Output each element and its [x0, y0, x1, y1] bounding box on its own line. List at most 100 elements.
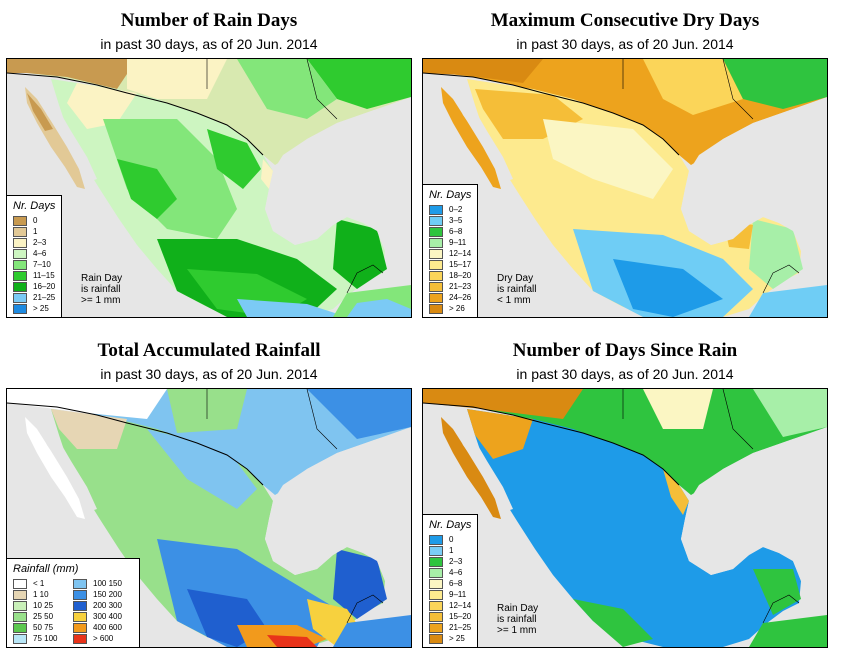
note-rain-day: Rain Day is rainfall >= 1 mm	[497, 603, 539, 636]
legend-item: > 25	[13, 303, 55, 314]
legend-item: 3–5	[429, 215, 471, 226]
legend-swatch	[73, 622, 87, 633]
panel-rain-days: Number of Rain Days in past 30 days, as …	[4, 0, 414, 320]
panel-title: Number of Rain Days	[120, 10, 298, 31]
legend-item: 75 100	[13, 633, 65, 644]
legend-item: 2–3	[13, 237, 55, 248]
legend-swatch	[429, 589, 443, 600]
legend-item: 4–6	[13, 248, 55, 259]
legend-item: 0–2	[429, 204, 471, 215]
legend-item: 1	[13, 226, 55, 237]
note-rain-day: Rain Day is rainfall >= 1 mm	[81, 273, 123, 306]
legend-days-since-rain: Nr. Days 0 1 2–3 4–6 6–8 9–11 12–14 15–2…	[423, 514, 479, 647]
legend-item: 0	[13, 215, 55, 226]
legend-item: 12–14	[429, 600, 471, 611]
legend-item: 50 75	[13, 622, 65, 633]
legend-swatch	[13, 303, 27, 314]
legend-item: 10 25	[13, 600, 65, 611]
legend-swatch	[429, 611, 443, 622]
panel-days-since-rain: Number of Days Since Rain in past 30 day…	[420, 330, 830, 650]
legend-item: 300 400	[73, 611, 125, 622]
legend-title: Nr. Days	[429, 189, 472, 201]
legend-swatch	[73, 578, 87, 589]
legend-item: 11–15	[13, 270, 55, 281]
legend-swatch	[429, 237, 443, 248]
legend-item: 15–17	[429, 259, 471, 270]
legend-swatch	[429, 534, 443, 545]
map-rain-days: Nr. Days 0 1 2–3 4–6 7–10 11–15 16–20 21…	[6, 58, 412, 318]
legend-swatch	[13, 589, 27, 600]
legend-swatch	[429, 633, 443, 644]
legend-swatch	[429, 600, 443, 611]
legend-swatch	[13, 622, 27, 633]
legend-item: 12–14	[429, 248, 471, 259]
legend-item: 21–25	[429, 622, 471, 633]
panel-title: Number of Days Since Rain	[512, 340, 738, 361]
legend-item: 7–10	[13, 259, 55, 270]
legend-swatch	[429, 204, 443, 215]
legend-swatch	[73, 611, 87, 622]
note-dry-day: Dry Day is rainfall < 1 mm	[497, 273, 537, 306]
legend-item: 150 200	[73, 589, 125, 600]
legend-item: 6–8	[429, 578, 471, 589]
legend-swatch	[429, 545, 443, 556]
panel-total-rainfall: Total Accumulated Rainfall in past 30 da…	[4, 330, 414, 650]
legend-swatch	[13, 248, 27, 259]
legend-swatch	[429, 248, 443, 259]
legend-title: Rainfall (mm)	[13, 563, 79, 575]
legend-item: 18–20	[429, 270, 471, 281]
legend-swatch	[73, 633, 87, 644]
panel-title: Total Accumulated Rainfall	[97, 340, 321, 361]
panel-subtitle: in past 30 days, as of 20 Jun. 2014	[100, 36, 318, 52]
legend-swatch	[429, 578, 443, 589]
legend-item: 4–6	[429, 567, 471, 578]
panel-subtitle: in past 30 days, as of 20 Jun. 2014	[100, 366, 318, 382]
legend-swatch	[429, 622, 443, 633]
legend-swatch	[13, 600, 27, 611]
legend-item: 15–20	[429, 611, 471, 622]
legend-swatch	[13, 633, 27, 644]
legend-swatch	[13, 215, 27, 226]
legend-item: > 600	[73, 633, 125, 644]
legend-swatch	[13, 259, 27, 270]
legend-swatch	[429, 567, 443, 578]
legend-swatch	[13, 281, 27, 292]
legend-swatch	[429, 292, 443, 303]
legend-item: 9–11	[429, 589, 471, 600]
legend-swatch	[429, 270, 443, 281]
legend-item: 1	[429, 545, 471, 556]
legend-item: 21–23	[429, 281, 471, 292]
legend-item: 24–26	[429, 292, 471, 303]
legend-swatch	[13, 226, 27, 237]
legend-swatch	[13, 237, 27, 248]
legend-swatch	[429, 303, 443, 314]
legend-swatch	[429, 259, 443, 270]
legend-item: 16–20	[13, 281, 55, 292]
legend-swatch	[429, 226, 443, 237]
legend-item: < 1	[13, 578, 65, 589]
legend-swatch	[13, 270, 27, 281]
legend-item: > 25	[429, 633, 471, 644]
legend-item: 2–3	[429, 556, 471, 567]
legend-swatch	[13, 578, 27, 589]
panel-max-dry-days: Maximum Consecutive Dry Days in past 30 …	[420, 0, 830, 320]
panel-subtitle: in past 30 days, as of 20 Jun. 2014	[516, 36, 734, 52]
panel-subtitle: in past 30 days, as of 20 Jun. 2014	[516, 366, 734, 382]
legend-item: > 26	[429, 303, 471, 314]
legend-dry-days: Nr. Days 0–2 3–5 6–8 9–11 12–14 15–17 18…	[423, 184, 479, 317]
legend-swatch	[13, 292, 27, 303]
legend-item: 400 600	[73, 622, 125, 633]
legend-item: 100 150	[73, 578, 125, 589]
legend-rainfall: Rainfall (mm) < 1 1 10 10 25 25 50 50 75…	[7, 558, 140, 647]
legend-item: 21–25	[13, 292, 55, 303]
legend-rain-days: Nr. Days 0 1 2–3 4–6 7–10 11–15 16–20 21…	[7, 195, 63, 317]
legend-swatch	[73, 600, 87, 611]
panel-title: Maximum Consecutive Dry Days	[490, 10, 760, 31]
legend-swatch	[429, 281, 443, 292]
map-total-rainfall: Rainfall (mm) < 1 1 10 10 25 25 50 50 75…	[6, 388, 412, 648]
legend-item: 6–8	[429, 226, 471, 237]
legend-swatch	[429, 556, 443, 567]
legend-item: 1 10	[13, 589, 65, 600]
legend-swatch	[13, 611, 27, 622]
legend-item: 200 300	[73, 600, 125, 611]
